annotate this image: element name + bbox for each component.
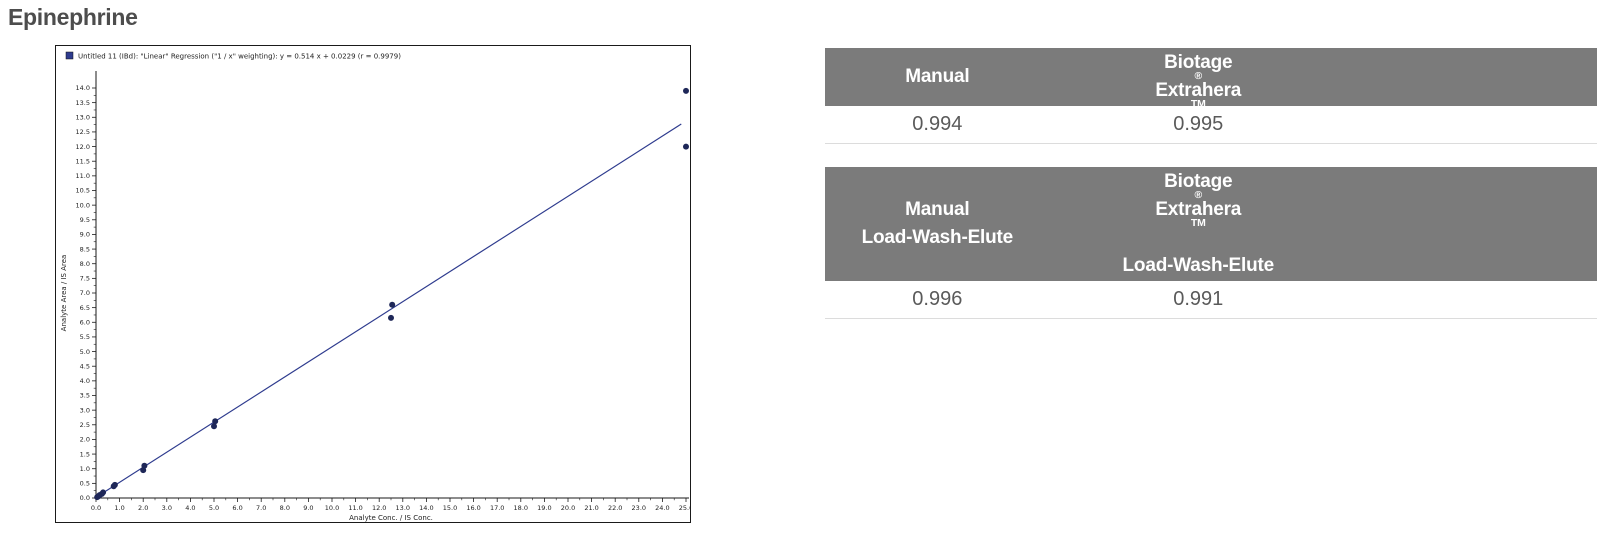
y-axis-title: Analyte Area / IS Area [60, 255, 68, 332]
svg-text:5.0: 5.0 [80, 348, 90, 356]
svg-text:24.0: 24.0 [655, 504, 669, 512]
svg-text:9.5: 9.5 [80, 216, 90, 224]
svg-text:14.0: 14.0 [419, 504, 433, 512]
svg-text:11.0: 11.0 [76, 172, 90, 180]
svg-text:11.5: 11.5 [76, 157, 90, 165]
value-cell-empty [1347, 106, 1597, 143]
correlation-table-standard: Manual Biotage ® Extrahera TM 0.994 0.995 [825, 48, 1597, 144]
table-value-row: 0.996 0.991 [825, 281, 1597, 319]
svg-text:9.0: 9.0 [80, 231, 90, 239]
svg-text:1.5: 1.5 [80, 450, 90, 458]
value-cell-manual: 0.994 [912, 113, 963, 135]
header-cell-manual-lwe: Manual Load-Wash-Elute [861, 199, 1014, 248]
svg-text:16.0: 16.0 [466, 504, 480, 512]
data-point [388, 314, 394, 321]
svg-text:1.0: 1.0 [80, 465, 90, 473]
svg-text:6.0: 6.0 [232, 504, 242, 512]
data-point [683, 143, 689, 150]
table-header-row: Manual Load-Wash-Elute Biotage ® Extrahera… [825, 167, 1597, 281]
svg-text:12.5: 12.5 [76, 128, 90, 136]
data-point [141, 462, 148, 469]
svg-text:4.5: 4.5 [80, 362, 90, 370]
value-cell-extrahera-lwe: 0.991 [1173, 288, 1224, 310]
header-cell-manual: Manual [905, 66, 970, 87]
svg-text:4.0: 4.0 [185, 504, 195, 512]
header-cell-extrahera: Biotage ® Extrahera TM [1155, 52, 1242, 110]
page-title: Epinephrine [8, 4, 138, 30]
svg-text:21.0: 21.0 [584, 504, 598, 512]
svg-text:6.0: 6.0 [80, 318, 90, 326]
header-cell-extrahera-lwe: Biotage ® Extrahera TM Load-Wash-Elute [1122, 171, 1275, 276]
value-cell-empty [1347, 281, 1597, 318]
svg-text:13.0: 13.0 [396, 504, 410, 512]
svg-text:3.5: 3.5 [80, 392, 90, 400]
svg-text:4.0: 4.0 [80, 377, 90, 385]
svg-text:19.0: 19.0 [537, 504, 551, 512]
svg-text:13.5: 13.5 [76, 99, 90, 107]
svg-text:12.0: 12.0 [76, 143, 90, 151]
regression-line [95, 123, 682, 498]
svg-text:8.5: 8.5 [80, 245, 90, 253]
data-point [211, 423, 217, 430]
svg-text:1.0: 1.0 [114, 504, 124, 512]
legend-text: Untitled 11 (IBd): "Linear" Regression (… [78, 53, 401, 61]
x-axis-title: Analyte Conc. / IS Conc. [349, 514, 433, 522]
header-cell-empty [1347, 167, 1597, 281]
svg-text:0.0: 0.0 [91, 504, 101, 512]
value-cell-extrahera: 0.995 [1173, 113, 1224, 135]
svg-text:2.0: 2.0 [80, 436, 90, 444]
svg-text:3.0: 3.0 [162, 504, 172, 512]
svg-text:7.5: 7.5 [80, 275, 90, 283]
svg-text:25.0: 25.0 [679, 504, 690, 512]
chart-svg: Untitled 11 (IBd): "Linear" Regression (… [60, 51, 690, 522]
svg-text:11.0: 11.0 [348, 504, 362, 512]
svg-text:12.0: 12.0 [372, 504, 386, 512]
table-value-row: 0.994 0.995 [825, 106, 1597, 144]
data-point [212, 418, 219, 425]
table-header-row: Manual Biotage ® Extrahera TM [825, 48, 1597, 110]
data-point [100, 489, 107, 496]
calibration-curve-chart: Untitled 11 (IBd): "Linear" Regression (… [55, 45, 691, 523]
svg-text:2.0: 2.0 [138, 504, 148, 512]
legend-swatch [65, 51, 74, 60]
svg-text:7.0: 7.0 [80, 289, 90, 297]
value-cell-manual-lwe: 0.996 [912, 288, 963, 310]
svg-text:9.0: 9.0 [303, 504, 313, 512]
correlation-table-load-wash-elute: Manual Load-Wash-Elute Biotage ® Extrahera… [825, 167, 1597, 319]
svg-text:14.0: 14.0 [76, 84, 90, 92]
svg-text:8.0: 8.0 [80, 260, 90, 268]
svg-text:10.0: 10.0 [76, 201, 90, 209]
data-point [389, 301, 396, 308]
svg-text:3.0: 3.0 [80, 406, 90, 414]
svg-text:0.5: 0.5 [80, 480, 90, 488]
svg-text:23.0: 23.0 [632, 504, 646, 512]
svg-text:13.0: 13.0 [76, 113, 90, 121]
svg-text:8.0: 8.0 [280, 504, 290, 512]
svg-text:22.0: 22.0 [608, 504, 622, 512]
svg-text:2.5: 2.5 [80, 421, 90, 429]
svg-text:7.0: 7.0 [256, 504, 266, 512]
svg-text:10.5: 10.5 [76, 187, 90, 195]
svg-text:20.0: 20.0 [561, 504, 575, 512]
svg-text:15.0: 15.0 [443, 504, 457, 512]
svg-text:5.0: 5.0 [209, 504, 219, 512]
svg-text:17.0: 17.0 [490, 504, 504, 512]
data-point [111, 481, 118, 488]
svg-text:6.5: 6.5 [80, 304, 90, 312]
svg-text:18.0: 18.0 [514, 504, 528, 512]
data-point [683, 87, 689, 94]
results-tables: Manual Biotage ® Extrahera TM 0.994 0.995 … [825, 48, 1597, 342]
svg-text:5.5: 5.5 [80, 333, 90, 341]
header-cell-empty [1347, 48, 1597, 106]
svg-text:0.0: 0.0 [80, 494, 90, 502]
svg-text:10.0: 10.0 [325, 504, 339, 512]
